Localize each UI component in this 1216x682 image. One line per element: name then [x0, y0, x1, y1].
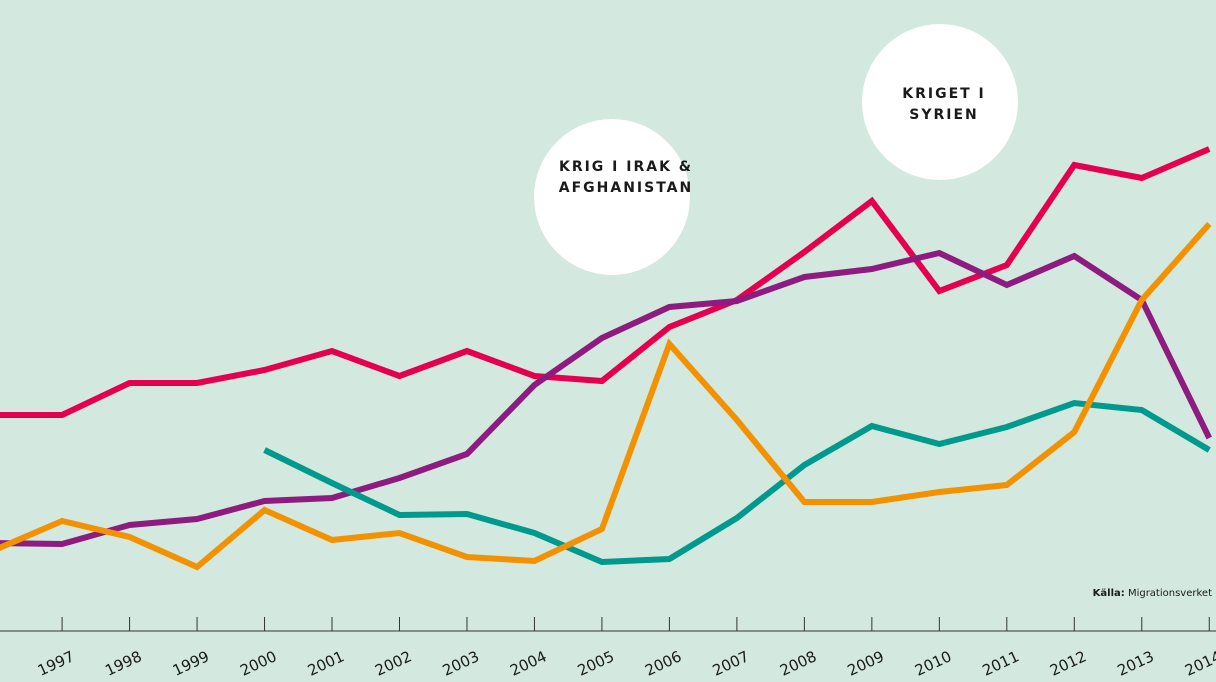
source: Källa: Migrationsverket: [1093, 588, 1212, 599]
x-tick-label: 2000: [237, 647, 279, 679]
x-tick-label: 2003: [440, 647, 482, 679]
annotation-bubble: [534, 119, 690, 275]
x-tick-label: 2013: [1115, 647, 1157, 679]
x-tick-label: 1997: [35, 647, 77, 679]
annotation-text: AFGHANISTAN: [559, 180, 693, 196]
x-tick-label: 2010: [912, 647, 954, 679]
series-line: [0, 222, 1212, 571]
x-tick-label: 1998: [102, 647, 144, 679]
x-tick-label: 2008: [777, 647, 819, 679]
x-tick-label: 2009: [845, 647, 887, 679]
annotation-text: SYRIEN: [909, 107, 979, 123]
x-tick-label: 2011: [980, 647, 1022, 679]
source-text: Migrationsverket: [1128, 588, 1212, 599]
x-tick-label: 2012: [1047, 647, 1089, 679]
x-tick-label: 1999: [170, 647, 212, 679]
x-tick-label: 2005: [575, 647, 617, 679]
annotation-text: KRIGET I: [902, 86, 986, 102]
annotation-text: KRIG I IRAK &: [559, 159, 693, 175]
x-tick-label: 2006: [642, 647, 684, 679]
x-tick-label: 2014: [1182, 647, 1216, 679]
series-line: [0, 249, 1212, 548]
x-tick-label: 2001: [305, 647, 347, 679]
source-label: Källa:: [1093, 588, 1125, 599]
x-tick-label: 2007: [710, 647, 752, 679]
x-tick-label: 2004: [507, 647, 549, 679]
annotation-bubble: [862, 24, 1018, 180]
series-line: [0, 146, 1211, 418]
series-line: [263, 399, 1211, 566]
x-tick-label: 2002: [372, 647, 414, 679]
